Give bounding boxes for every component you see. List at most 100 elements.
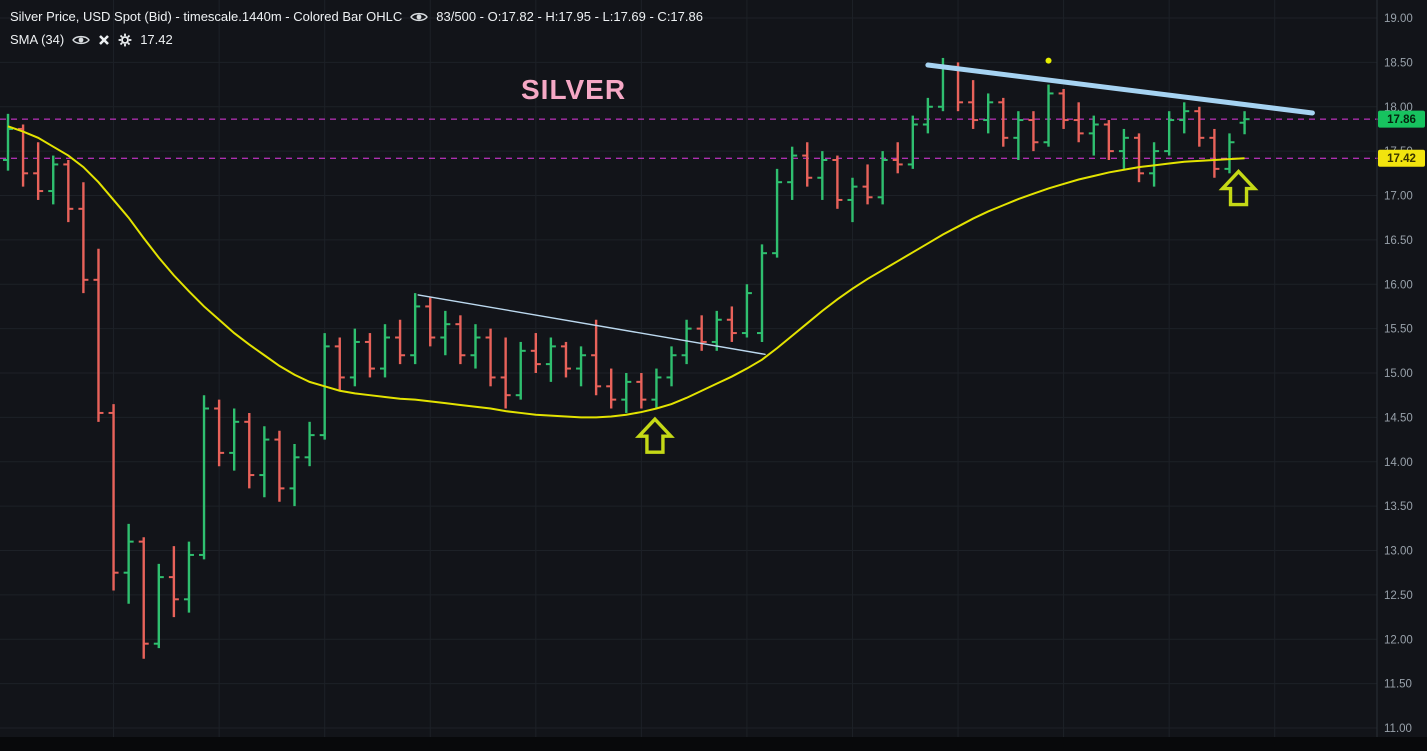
- ohlc-bar: [892, 142, 903, 174]
- ohlc-bar: [259, 426, 270, 498]
- ohlc-bar: [485, 328, 496, 387]
- ohlc-bar: [500, 337, 511, 409]
- axis-tick-label: 13.50: [1384, 501, 1413, 513]
- ohlc-bar: [1209, 128, 1220, 178]
- ohlc-bar: [183, 541, 194, 613]
- ohlc-bar: [1164, 111, 1175, 156]
- ohlc-bar: [1224, 133, 1235, 174]
- axis-tick-label: 11.00: [1384, 723, 1412, 735]
- ohlc-bar: [1194, 106, 1205, 147]
- ohlc-bar: [591, 319, 602, 396]
- time-axis-strip[interactable]: [0, 737, 1427, 751]
- ohlc-bar: [380, 324, 390, 378]
- ohlc-bar: [741, 284, 752, 338]
- ohlc-bar: [922, 97, 933, 134]
- ohlc-bar: [153, 563, 164, 649]
- price-badge: [1378, 149, 1425, 167]
- axis-tick-label: 16.50: [1384, 235, 1413, 247]
- axis-tick-label: 18.50: [1384, 57, 1413, 69]
- trendline-annotation[interactable]: [925, 62, 1315, 116]
- up-arrow-annotation[interactable]: [634, 416, 675, 454]
- axis-tick-label: 13.00: [1384, 546, 1413, 558]
- ohlc-bar: [33, 142, 44, 200]
- ohlc-bar: [817, 151, 828, 200]
- axis-tick-label: 19.00: [1384, 13, 1413, 25]
- ohlc-bar: [138, 537, 149, 659]
- price-axis[interactable]: 19.0018.5018.0017.5017.0016.5016.0015.50…: [1376, 0, 1425, 737]
- axis-tick-label: 16.00: [1384, 279, 1413, 291]
- axis-tick-label: 12.50: [1384, 590, 1413, 602]
- ohlc-bar: [274, 430, 285, 502]
- ohlc-bar: [470, 324, 481, 369]
- ohlc-bar: [576, 346, 587, 387]
- price-badge-label: 17.42: [1387, 153, 1416, 165]
- ohlc-bar: [123, 523, 134, 604]
- instrument-row: Silver Price, USD Spot (Bid) - timescale…: [10, 5, 703, 28]
- ohlc-bar: [440, 310, 451, 356]
- ohlc-bar: [1179, 102, 1190, 134]
- ohlc-bar: [772, 168, 783, 258]
- ohlc-bar: [907, 115, 918, 169]
- ohlc-bar: [530, 333, 541, 373]
- ohlc-bar: [48, 155, 59, 205]
- axis-tick-label: 15.00: [1384, 368, 1413, 380]
- ohlc-bar: [757, 244, 767, 342]
- indicator-row: SMA (34): [10, 28, 703, 51]
- ohlc-bar: [998, 97, 1009, 147]
- axis-tick-label: 15.50: [1384, 324, 1413, 336]
- axis-tick-label: 11.50: [1384, 679, 1412, 691]
- ohlc-bar: [802, 142, 813, 187]
- ohlc-bar: [425, 297, 436, 347]
- ohlc-bars: [3, 57, 1250, 659]
- remove-icon[interactable]: [98, 34, 110, 46]
- ohlc-bar: [63, 160, 74, 223]
- eye-icon[interactable]: [410, 11, 429, 23]
- ohlc-bar: [621, 373, 632, 413]
- ohlc-bar: [229, 408, 240, 471]
- ohlc-bar: [651, 368, 662, 409]
- ohlc-bar: [666, 346, 677, 387]
- ohlc-bar: [3, 113, 13, 171]
- ohlc-bar: [1013, 111, 1024, 160]
- trendline-annotation[interactable]: [417, 294, 766, 356]
- price-levels-layer: [0, 118, 1427, 159]
- axis-tick-label: 14.00: [1384, 457, 1413, 469]
- ohlc-bar: [1134, 133, 1144, 183]
- indicator-label: SMA (34): [10, 32, 65, 47]
- ohlc-bar: [1043, 84, 1054, 147]
- axis-tick-label: 12.00: [1384, 634, 1413, 646]
- ohlc-bar: [1028, 111, 1039, 152]
- ohlc-bar: [395, 319, 406, 365]
- ohlc-bar: [349, 328, 360, 387]
- ohlc-bar: [78, 182, 89, 294]
- ohlc-readout: 83/500 - O:17.82 - H:17.95 - L:17.69 - C…: [436, 9, 703, 24]
- ohlc-bar: [606, 368, 617, 409]
- settings-gear-icon[interactable]: [118, 33, 132, 47]
- ohlc-bar: [847, 177, 858, 223]
- sma-line[interactable]: [7, 125, 1245, 419]
- ohlc-bar: [681, 319, 692, 365]
- indicator-value: 17.42: [140, 32, 173, 47]
- ohlc-bar: [636, 373, 647, 409]
- ohlc-bar: [1058, 89, 1069, 129]
- price-badge: [1378, 110, 1425, 128]
- instrument-title: Silver Price, USD Spot (Bid) - timescale…: [10, 9, 403, 24]
- ohlc-bar: [93, 248, 104, 422]
- ohlc-bar: [1088, 115, 1099, 156]
- axis-tick-label: 14.50: [1384, 412, 1413, 424]
- ohlc-bar: [18, 124, 29, 187]
- ohlc-bar: [244, 412, 255, 489]
- ohlc-bar: [199, 395, 210, 560]
- ohlc-bar: [696, 315, 707, 351]
- dot-annotation[interactable]: [1045, 57, 1052, 64]
- up-arrow-annotation[interactable]: [1218, 169, 1259, 207]
- ohlc-bar: [364, 333, 375, 378]
- ohlc-bar: [983, 93, 994, 134]
- ohlc-bar: [832, 155, 843, 209]
- ohlc-bar: [410, 293, 421, 365]
- eye-icon[interactable]: [72, 34, 91, 46]
- silver-watermark[interactable]: SILVER: [521, 74, 627, 105]
- ohlc-bar: [289, 444, 300, 507]
